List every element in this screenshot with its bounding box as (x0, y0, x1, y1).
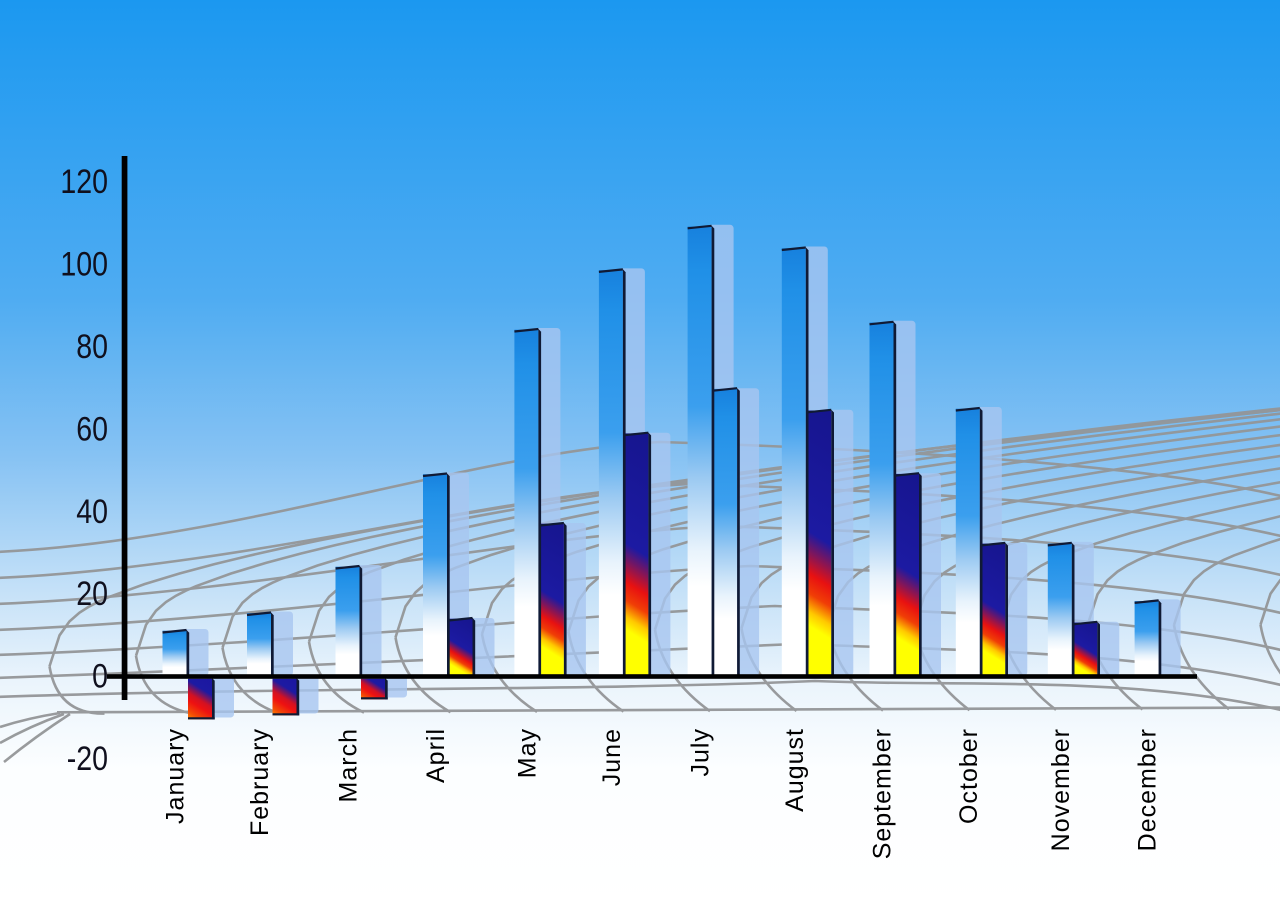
svg-text:-20: -20 (67, 740, 108, 778)
svg-text:April: April (422, 728, 450, 783)
svg-text:January: January (162, 728, 190, 824)
svg-text:100: 100 (60, 245, 108, 283)
svg-text:October: October (955, 728, 983, 824)
svg-text:20: 20 (76, 575, 108, 613)
svg-text:0: 0 (92, 657, 108, 695)
svg-text:February: February (246, 728, 274, 836)
svg-text:60: 60 (76, 410, 108, 448)
svg-text:December: December (1134, 728, 1162, 851)
svg-text:June: June (598, 728, 626, 786)
svg-text:September: September (869, 728, 897, 859)
svg-text:November: November (1047, 728, 1075, 851)
svg-text:120: 120 (60, 163, 108, 201)
svg-text:August: August (781, 728, 809, 812)
svg-text:80: 80 (76, 328, 108, 366)
svg-text:March: March (335, 728, 363, 802)
svg-text:July: July (687, 728, 715, 776)
svg-text:40: 40 (76, 492, 108, 530)
svg-text:May: May (513, 728, 541, 778)
